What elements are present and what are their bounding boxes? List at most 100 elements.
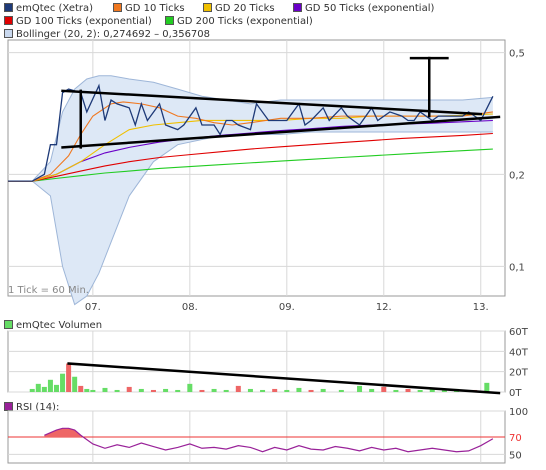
volume-bar [114,389,120,392]
price-y-tick-label: 0,1 [509,262,525,273]
volume-bars [29,363,490,392]
volume-bar [260,389,266,392]
volume-bar [199,389,205,392]
legend-item-bollinger: Bollinger (20, 2): 0,274692 – 0,356708 [4,29,210,41]
legend-item-gd20: GD 20 Ticks [203,3,275,15]
legend-label-gd50: GD 50 Ticks (exponential) [305,3,435,14]
bollinger-band-fill [8,75,493,305]
volume-bar [357,385,363,392]
volume-bar [29,388,35,392]
volume-bar [66,363,72,392]
gd10-swatch-icon [113,3,122,12]
volume-bar [320,388,326,392]
rsi-y-tick-label: 70 [509,433,522,444]
gd50-swatch-icon [293,3,302,12]
volume-bar [393,389,399,392]
volume-bar [78,385,84,392]
x-tick-label: 13. [473,302,489,313]
volume-bar [381,386,387,392]
volume-bar [405,388,411,392]
volume-y-tick-label: 0T [509,388,522,399]
volume-bar [175,389,181,392]
volume-bar [53,384,59,392]
volume-bar [284,389,290,392]
volume-bar [60,373,66,392]
legend-label-bollinger: Bollinger (20, 2): 0,274692 – 0,356708 [16,29,211,40]
volume-bar [235,385,241,392]
gd100-line [8,132,493,182]
rsi-y-tick-label: 50 [509,450,522,461]
volume-y-tick-label: 60T [509,327,529,338]
rsi-line [44,427,494,453]
legend-label-price: emQtec (Xetra) [16,3,94,14]
volume-bar [272,388,278,392]
price-swatch-icon [4,3,13,12]
price-y-tick-label: 0,2 [509,170,525,181]
price-y-tick-label: 0,5 [509,49,525,60]
volume-y-tick-label: 20T [509,368,529,379]
volume-bar [41,386,47,392]
volume-trendline [67,362,501,395]
price-line [8,83,494,182]
volume-bar [211,388,217,392]
volume-bar [150,389,156,392]
volume-bar [417,389,423,392]
volume-bar [126,386,132,392]
volume-swatch-icon [4,320,13,329]
legend-item-gd10: GD 10 Ticks [113,3,185,15]
legend-item-volume: emQtec Volumen [4,320,102,332]
volume-panel-frame [7,330,506,393]
volume-bar [35,383,41,392]
gd20-swatch-icon [203,3,212,12]
volume-bar [84,388,90,392]
volume-bar [296,387,302,392]
rsi-overbought-fill [44,428,81,437]
volume-bar [138,388,144,392]
gd10-line [8,101,493,182]
legend-item-price: emQtec (Xetra) [4,3,93,15]
bollinger-lower-line [8,131,493,306]
x-tick-label: 08. [182,302,198,313]
volume-bar [338,389,344,392]
bollinger-upper-line [8,75,493,182]
legend-item-gd200: GD 200 Ticks (exponential) [165,16,313,28]
volume-bar [102,387,108,392]
volume-bar [369,388,375,392]
gd100-swatch-icon [4,16,13,25]
gd200-line [8,148,493,182]
volume-bar [441,389,447,392]
gd200-swatch-icon [165,16,174,25]
legend-label-rsi: RSI (14): [16,402,60,413]
rsi-panel [44,427,494,453]
trendlines [61,56,501,395]
volume-y-tick-label: 40T [509,347,529,358]
legend-label-gd20: GD 20 Ticks [215,3,275,14]
x-tick-label: 12. [376,302,392,313]
legend-item-gd100: GD 100 Ticks (exponential) [4,16,152,28]
lower-trendline [61,115,501,149]
volume-bar [90,389,96,392]
volume-bar [72,376,78,392]
volume-bar [247,388,253,392]
grid-lines [8,40,505,463]
legend-label-gd100: GD 100 Ticks (exponential) [16,16,152,27]
bollinger-swatch-icon [4,29,13,38]
x-tick-label: 07. [85,302,101,313]
tick-note: 1 Tick = 60 Min. [8,285,89,296]
legend-label-gd10: GD 10 Ticks [125,3,185,14]
legend-label-volume: emQtec Volumen [16,320,103,331]
axis-labels: 07. 08. 09. 12. 13. 0,1 0,2 0,5 0T 20T 40T 60T 50 70 1… [85,49,529,462]
bollinger-band [8,75,493,306]
volume-bar [484,382,490,392]
volume-bar [223,389,229,392]
volume-bar [163,388,169,392]
volume-bar [429,388,435,392]
legend-item-gd50: GD 50 Ticks (exponential) [293,3,434,15]
volume-bar [308,389,314,392]
legend-label-gd200: GD 200 Ticks (exponential) [177,16,313,27]
rsi-y-tick-label: 100 [509,407,528,418]
x-tick-label: 09. [279,302,295,313]
volume-bar [47,379,53,392]
upper-trendline [61,89,483,116]
